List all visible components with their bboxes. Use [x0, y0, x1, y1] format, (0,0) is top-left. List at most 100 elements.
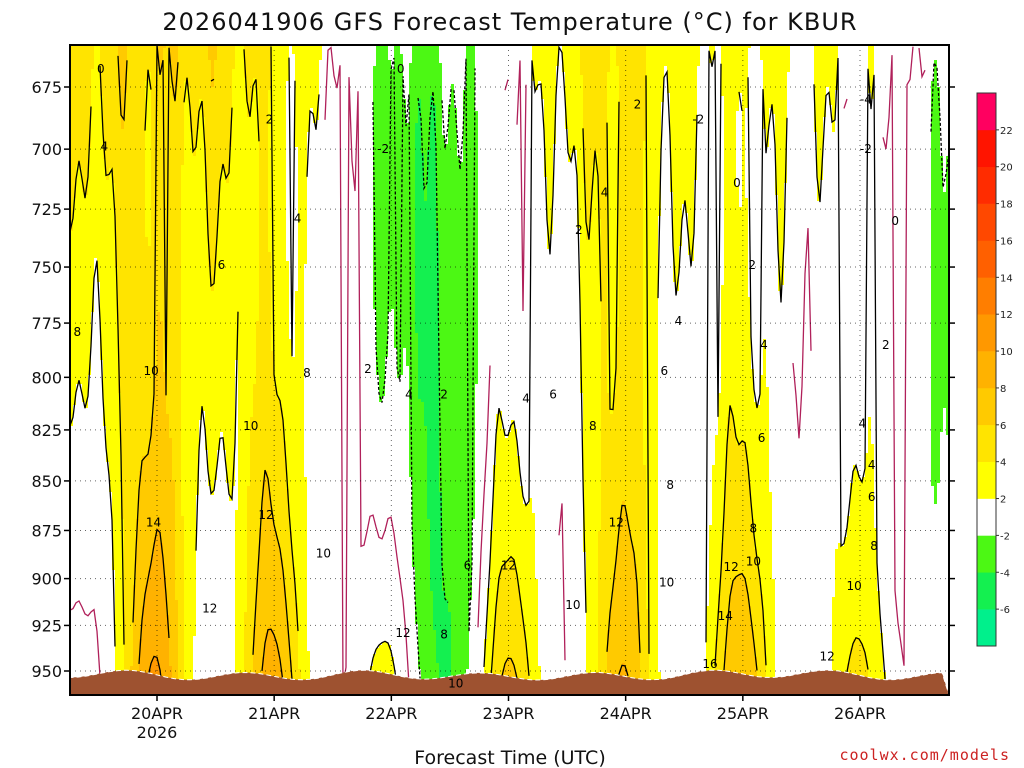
- temp-band-cell: [112, 183, 116, 571]
- temp-band-cell: [253, 384, 257, 628]
- temp-band-cell: [295, 45, 299, 148]
- temp-band-cell: [715, 639, 719, 695]
- temp-band-cell: [79, 384, 83, 695]
- isotherm-label: 2: [575, 223, 583, 237]
- temp-band-cell: [169, 63, 173, 439]
- temp-band-cell: [328, 45, 332, 695]
- temp-band-cell: [262, 480, 266, 658]
- chart-title: 2026041906 GFS Forecast Temperature (°C)…: [162, 8, 857, 36]
- temp-band-cell: [850, 648, 854, 695]
- temp-band-cell: [199, 45, 203, 100]
- temp-band-cell: [943, 45, 947, 193]
- temp-band-cell: [946, 156, 949, 436]
- temp-band-cell: [421, 45, 425, 154]
- temp-band-cell: [301, 45, 305, 695]
- temp-band-cell: [379, 45, 383, 403]
- temp-band-cell: [931, 45, 935, 82]
- isotherm-line: [417, 91, 449, 603]
- temp-band-cell: [124, 93, 128, 695]
- grid-lines: [70, 45, 949, 695]
- temp-band-cell: [922, 45, 926, 695]
- y-tick-label: 675: [31, 78, 62, 97]
- temp-band-cell: [385, 357, 389, 643]
- temp-band-cell: [307, 45, 311, 133]
- temp-band-cell: [211, 87, 215, 292]
- temp-band-cell: [658, 45, 662, 217]
- isotherm-label: 12: [258, 508, 273, 522]
- temp-band-cell: [169, 438, 173, 667]
- temp-band-cell: [136, 45, 140, 520]
- temp-band-cell: [604, 45, 608, 685]
- temp-band-cell: [211, 495, 215, 695]
- temp-band-cell: [388, 45, 392, 61]
- temp-band-cell: [316, 45, 320, 121]
- temp-band-cell: [136, 519, 140, 694]
- temp-band-cell: [553, 144, 557, 695]
- temp-band-cell: [943, 408, 947, 695]
- isotherm-label: -2: [692, 113, 704, 127]
- temp-band-cell: [685, 45, 689, 214]
- temp-band-cell: [202, 45, 206, 118]
- temp-band-cell: [577, 45, 581, 229]
- isotherm-label: 4: [294, 212, 302, 226]
- temp-band-cell: [106, 462, 110, 695]
- isotherm-label: 6: [218, 258, 226, 272]
- temp-band-cell: [607, 630, 611, 695]
- temp-band-cell: [850, 483, 854, 649]
- temp-band-cell: [751, 369, 755, 520]
- temp-band-cell: [760, 594, 764, 695]
- temp-band-cell: [685, 213, 689, 695]
- temp-band-cell: [208, 45, 212, 61]
- temp-band-cell: [82, 192, 86, 403]
- temp-band-cell: [865, 453, 869, 661]
- temp-band-cell: [85, 408, 89, 695]
- temp-band-cell: [814, 132, 818, 695]
- temp-band-cell: [688, 45, 692, 256]
- temp-band-cell: [937, 483, 941, 695]
- temp-band-cell: [205, 45, 209, 193]
- temp-band-cell: [733, 45, 737, 430]
- temp-band-cell: [184, 45, 188, 82]
- temp-band-cell: [799, 45, 803, 695]
- temp-band-cell: [727, 45, 731, 418]
- temp-band-cell: [508, 657, 512, 695]
- temp-band-cell: [439, 63, 443, 493]
- temp-band-cell: [73, 45, 77, 199]
- temp-band-cell: [349, 45, 353, 695]
- temp-band-cell: [283, 45, 287, 442]
- temp-band-cell: [814, 45, 818, 133]
- temp-band-cell: [265, 471, 269, 634]
- temp-band-cell: [403, 45, 407, 100]
- temp-band-cell: [430, 96, 434, 592]
- temp-band-cell: [649, 45, 653, 695]
- temp-band-cell: [79, 168, 83, 385]
- temp-band-cell: [430, 591, 434, 695]
- temp-band-cell: [535, 579, 539, 695]
- temp-band-cell: [574, 150, 578, 695]
- isotherm-labels: 0 0 0 0 -2 -2 -2 -4 2 2 2 2 2 2 2 4 4 4 4 4 4 4 4 4 6 6 6 6 6 6 8 8 8 8 8 8…: [74, 62, 899, 690]
- temp-band-cell: [607, 393, 611, 631]
- temp-band-cell: [388, 312, 392, 646]
- temp-band-cell: [70, 426, 74, 695]
- temp-band-cell: [871, 444, 875, 695]
- temp-band-cell: [283, 585, 287, 695]
- temp-band-cell: [616, 546, 620, 682]
- isotherm-label: 16: [702, 657, 717, 671]
- temp-band-cell: [811, 45, 815, 695]
- temp-band-cell: [145, 237, 149, 457]
- temp-band-cell: [73, 198, 77, 406]
- temp-band-cell: [619, 45, 623, 517]
- temp-band-cell: [256, 579, 260, 695]
- temp-band-cell: [616, 327, 620, 547]
- temp-band-cell: [628, 531, 632, 685]
- x-tick-label: 22APR: [365, 704, 417, 723]
- temp-band-cell: [745, 198, 749, 451]
- temp-band-cell: [502, 564, 506, 670]
- temp-band-cell: [151, 417, 155, 556]
- temp-band-cell: [547, 45, 551, 250]
- temp-band-cell: [754, 45, 758, 403]
- temp-band-cell: [352, 45, 356, 695]
- temp-band-cell: [223, 45, 227, 172]
- temp-band-cell: [574, 45, 578, 151]
- temp-band-cell: [613, 573, 617, 695]
